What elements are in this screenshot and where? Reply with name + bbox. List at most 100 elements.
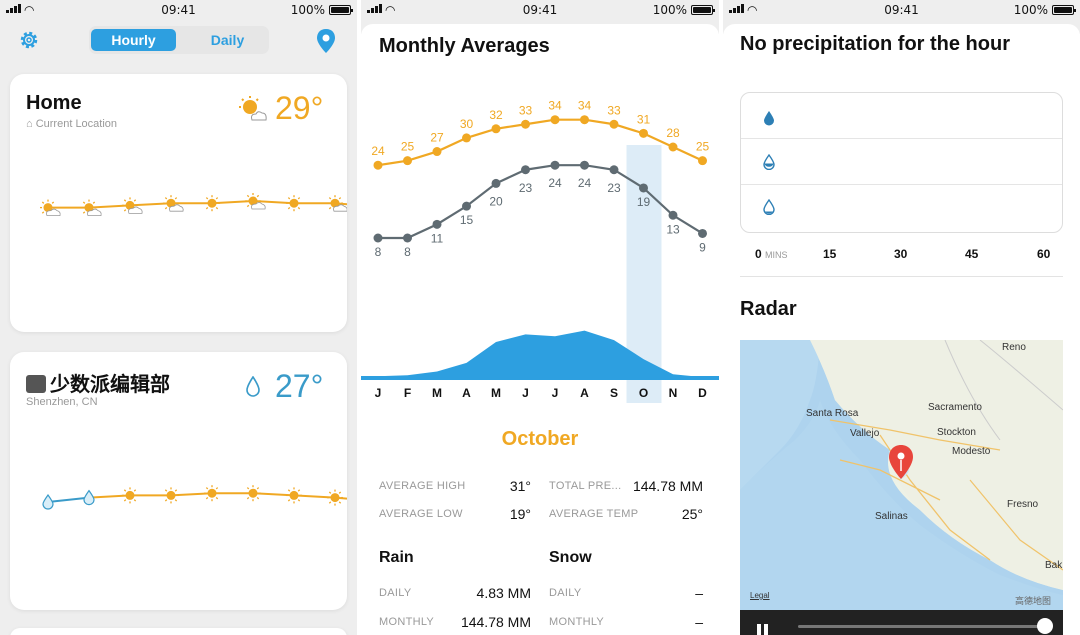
- daily-tab[interactable]: Daily: [210, 32, 245, 48]
- data-point: [698, 156, 707, 166]
- radar-scrubber[interactable]: [798, 625, 1045, 628]
- house-icon: ⌂: [26, 118, 36, 130]
- data-point: [550, 115, 560, 125]
- month-tick-label[interactable]: M: [432, 386, 442, 400]
- location-card-partial: [10, 628, 347, 635]
- gear-icon[interactable]: [17, 28, 41, 52]
- current-temp: 27°: [275, 368, 324, 404]
- month-tick-label[interactable]: J: [552, 386, 559, 400]
- month-tick-label[interactable]: N: [669, 386, 678, 400]
- radar-scrubber-thumb[interactable]: [1037, 618, 1053, 634]
- current-temp: 29°: [275, 90, 324, 126]
- month-tick-label[interactable]: D: [698, 386, 707, 400]
- month-tick-label[interactable]: A: [580, 386, 589, 400]
- data-label: 33: [519, 103, 533, 117]
- city-subtitle-text: Current Location: [35, 118, 118, 130]
- selected-month: October: [501, 428, 579, 450]
- status-bar: ◠ 09:41 100%: [723, 0, 1080, 20]
- axis-line: [361, 376, 719, 379]
- precip-row-medium: [741, 139, 1062, 185]
- data-label: 23: [607, 181, 621, 195]
- pause-icon[interactable]: [756, 624, 770, 635]
- sunny-icon: [204, 485, 220, 502]
- data-label: 19: [637, 195, 651, 209]
- snow-daily-value: –: [695, 585, 703, 601]
- avg-high-value: 31°: [509, 478, 531, 494]
- data-point: [373, 233, 383, 243]
- data-label: 34: [578, 99, 592, 113]
- data-label: 32: [489, 108, 503, 122]
- total-precip-value: 144.78 MM: [632, 478, 703, 494]
- hourly-tab[interactable]: Hourly: [91, 29, 176, 51]
- map-label-vallejo: Vallejo: [850, 428, 880, 439]
- data-label: 24: [548, 176, 562, 190]
- data-label: 31: [637, 112, 651, 126]
- minute-axis-label-45: 45: [965, 247, 979, 261]
- map-terrain: [740, 340, 1063, 610]
- data-point: [550, 160, 560, 170]
- rain-monthly-value: 144.78 MM: [460, 614, 531, 630]
- avg-temp-label: AVERAGE TEMP: [549, 508, 639, 520]
- location-card-shenzhen[interactable]: 少数派编辑部 Shenzhen, CN 27°: [10, 352, 347, 610]
- person-emoji-icon: [26, 375, 46, 393]
- map-label-modesto: Modesto: [952, 446, 991, 457]
- battery: 100%: [652, 3, 715, 17]
- partly-sunny-icon: [327, 195, 347, 212]
- data-point: [521, 119, 530, 129]
- precip-area: [361, 330, 719, 380]
- hourly-temp-line: [40, 193, 347, 216]
- data-label: 20: [489, 194, 503, 208]
- month-tick-label[interactable]: J: [375, 386, 382, 400]
- month-tick-label[interactable]: M: [491, 386, 501, 400]
- snow-daily-label: DAILY: [549, 587, 582, 599]
- data-label: 33: [607, 103, 621, 117]
- month-tick-label[interactable]: F: [404, 386, 411, 400]
- series-line: [378, 164, 704, 240]
- wifi-icon: ◠: [24, 3, 35, 17]
- snow-monthly-value: –: [695, 614, 703, 630]
- location-card-home[interactable]: Home ⌂ Current Location 29°: [10, 74, 347, 332]
- location-pin-icon[interactable]: [316, 28, 336, 54]
- page-title: Monthly Averages: [379, 35, 550, 57]
- raindrop-icon: [246, 376, 260, 397]
- month-tick-label[interactable]: J: [522, 386, 529, 400]
- rain-monthly-label: MONTHLY: [379, 616, 435, 628]
- radar-playback-bar: [740, 610, 1063, 635]
- battery: 100%: [291, 3, 353, 17]
- map-attribution: 高德地图: [1015, 596, 1052, 606]
- snow-monthly-label: MONTHLY: [549, 616, 605, 628]
- sunny-icon: [286, 487, 302, 504]
- signal-icon: [6, 4, 21, 13]
- sheet-edge: [361, 20, 719, 38]
- data-point: [521, 165, 530, 175]
- status-time: 09:41: [884, 3, 919, 17]
- signal-icon: [367, 4, 382, 13]
- month-tick-label[interactable]: O: [639, 386, 648, 400]
- data-point: [609, 165, 619, 175]
- battery-percent: 100%: [652, 3, 687, 17]
- hourly-panel: ◠ 09:41 100% Hourly Daily Home ⌂ Current…: [0, 0, 357, 635]
- data-label: 8: [375, 245, 382, 259]
- snow-heading: Snow: [549, 549, 592, 566]
- total-precip-label: TOTAL PRE...: [549, 480, 622, 492]
- radar-map[interactable]: Reno Santa Rosa Sacramento Vallejo Stock…: [740, 340, 1063, 610]
- data-label: 13: [666, 222, 680, 236]
- month-tick-label[interactable]: A: [462, 386, 471, 400]
- data-label: 8: [404, 245, 411, 259]
- battery: 100%: [1014, 3, 1076, 17]
- data-label: 30: [460, 117, 474, 131]
- minute-axis-label-30: 30: [894, 247, 908, 261]
- data-point: [609, 119, 619, 129]
- avg-high-label: AVERAGE HIGH: [379, 480, 466, 492]
- raindrop-heavy-icon: [764, 111, 774, 126]
- partly-sunny-icon: [163, 195, 184, 212]
- month-tick-label[interactable]: S: [610, 386, 618, 400]
- data-point: [462, 133, 471, 143]
- data-label: 11: [431, 231, 444, 245]
- panel-divider: [357, 0, 361, 635]
- data-point: [639, 128, 648, 138]
- avg-low-label: AVERAGE LOW: [379, 508, 463, 520]
- data-point: [580, 160, 589, 170]
- map-pin-icon[interactable]: [888, 444, 914, 480]
- map-legal-link[interactable]: Legal: [750, 591, 770, 600]
